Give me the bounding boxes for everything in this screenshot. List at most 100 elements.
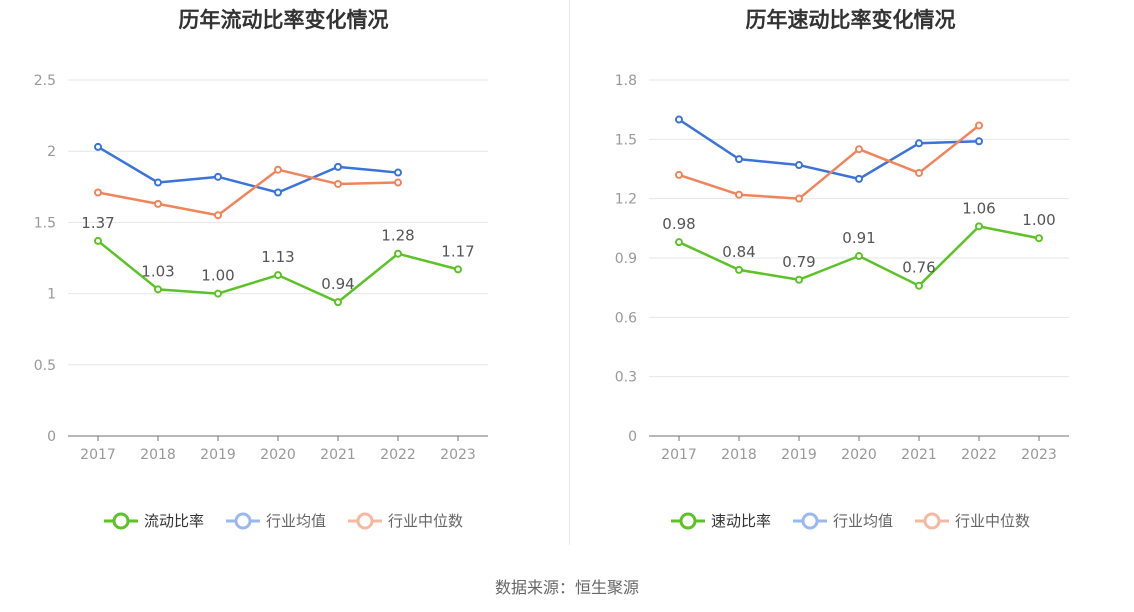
y-tick-label: 1 [47,287,56,303]
data-point [274,271,282,280]
data-point [795,275,803,284]
x-tick-label: 2020 [260,447,296,463]
data-point [274,188,282,197]
x-tick-label: 2018 [140,447,176,463]
x-tick-label: 2019 [200,447,236,463]
legend-average-marker-icon [792,512,827,529]
data-point [675,115,683,124]
series-line [97,168,399,217]
data-point [154,199,162,208]
legend-median-marker-icon [915,512,949,529]
data-point [214,172,222,181]
x-tick-label: 2017 [80,447,116,463]
data-label: 1.06 [962,199,995,217]
data-point [214,211,222,220]
data-point [735,265,743,274]
data-point [915,139,923,148]
legend-label: 行业均值 [832,512,893,530]
data-point [795,161,803,170]
data-point [394,168,402,177]
legend-ratio-marker-icon [103,512,138,529]
data-label: 1.00 [1022,211,1055,229]
series-line [97,145,399,194]
x-tick-label: 2021 [320,447,356,463]
data-point [274,165,282,174]
y-tick-label: 2 [47,144,56,160]
data-label: 0.84 [722,243,755,261]
data-point [154,285,162,294]
legend-item-ratio[interactable]: 速动比率 [670,510,771,531]
legend-label: 行业均值 [265,512,326,530]
y-tick-label: 0.6 [615,310,637,326]
data-label: 1.17 [441,242,474,260]
data-point [394,249,402,258]
data-label: 0.76 [902,259,935,277]
chart-legend: 速动比率 行业均值 行业中位数 [567,510,1134,531]
x-tick-label: 2023 [1021,447,1057,463]
legend-item-industry-median[interactable]: 行业中位数 [915,510,1030,531]
data-point [855,145,863,154]
quick-ratio-chart: 历年速动比率变化情况 0 0.3 0.6 0.9 1.2 1.5 1.8 2017 2018 20… [567,0,1134,560]
x-tick-label: 2022 [961,447,997,463]
data-point [915,281,923,290]
data-point [334,179,342,188]
data-point [214,289,222,298]
legend-item-industry-median[interactable]: 行业中位数 [348,510,463,531]
data-point [394,178,402,187]
panel-divider [569,0,570,545]
current-ratio-plot: 0 0.5 1 1.5 2 2.5 2017 2018 2019 2020 2021 2022 2023… [34,73,488,463]
data-point [735,190,743,199]
data-point [94,236,102,245]
y-tick-label: 2.5 [34,73,56,89]
data-point [735,155,743,164]
data-point [975,222,983,231]
legend-average-marker-icon [225,512,260,529]
data-point [1035,234,1043,243]
data-label: 0.98 [662,215,695,233]
data-point [915,168,923,177]
x-tick-label: 2023 [440,447,476,463]
data-point [154,178,162,187]
x-tick-label: 2021 [901,447,937,463]
x-tick-label: 2018 [721,447,757,463]
data-label: 1.28 [381,227,414,245]
x-tick-label: 2020 [841,447,877,463]
y-tick-label: 0.3 [615,370,637,386]
legend-item-industry-average[interactable]: 行业均值 [225,510,326,531]
y-tick-label: 1.8 [615,73,637,89]
data-point [94,188,102,197]
data-label: 0.94 [321,275,354,293]
current-ratio-chart: 历年流动比率变化情况 0 0.5 1 1.5 2 2.5 2017 2018 2019 2020 2… [0,0,567,560]
data-label: 1.03 [141,262,174,280]
y-tick-label: 1.5 [34,215,56,231]
data-point [855,174,863,183]
data-label: 1.13 [261,248,294,266]
chart-title: 历年流动比率变化情况 [178,8,389,32]
legend-label: 流动比率 [143,512,204,530]
legend-median-marker-icon [348,512,382,529]
data-label: 0.91 [842,229,875,247]
y-tick-label: 0 [47,429,56,445]
legend-item-ratio[interactable]: 流动比率 [103,510,204,531]
data-point [855,252,863,261]
legend-label: 速动比率 [710,512,771,530]
legend-label: 行业中位数 [388,512,464,530]
x-tick-label: 2019 [781,447,817,463]
data-point [675,170,683,179]
data-point [975,121,983,130]
y-tick-label: 1.5 [615,132,637,148]
legend-item-industry-average[interactable]: 行业均值 [792,510,893,531]
y-tick-label: 1.2 [615,192,637,208]
legend-ratio-marker-icon [670,512,705,529]
data-label: 0.79 [782,253,815,271]
data-point [334,298,342,307]
y-tick-label: 0.9 [615,251,637,267]
y-tick-label: 0.5 [34,358,56,374]
series-line [678,118,980,181]
data-point [795,194,803,203]
data-label: 1.00 [201,267,234,285]
x-tick-label: 2017 [661,447,697,463]
series-line [678,124,980,200]
data-source: 数据来源：恒生聚源 [494,578,639,597]
data-point [454,265,462,274]
